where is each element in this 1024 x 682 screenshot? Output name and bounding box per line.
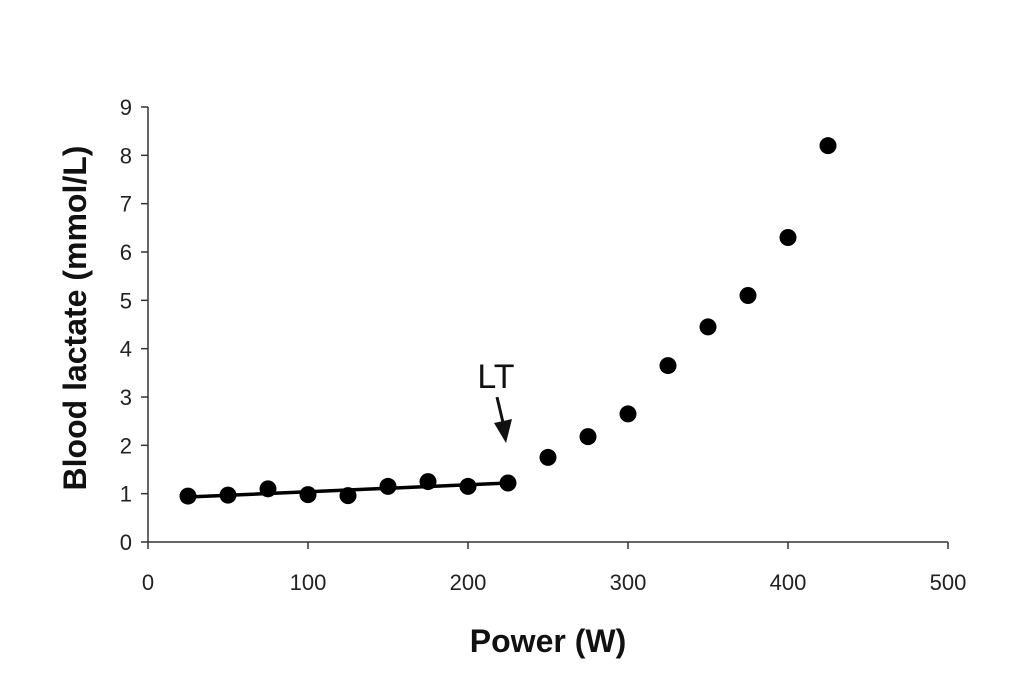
x-tick-label: 500 <box>930 570 967 595</box>
y-tick-label: 7 <box>120 192 132 217</box>
y-tick-label: 4 <box>120 337 132 362</box>
x-tick-label: 200 <box>450 570 487 595</box>
data-point <box>779 229 797 246</box>
data-point <box>219 486 237 504</box>
x-tick-label: 300 <box>610 570 647 595</box>
data-points <box>179 137 837 505</box>
axes <box>147 107 948 543</box>
data-point <box>179 487 197 505</box>
data-point <box>259 480 277 498</box>
data-point <box>499 474 517 492</box>
y-tick-label: 5 <box>120 288 132 313</box>
y-tick-label: 9 <box>120 95 132 120</box>
data-point <box>419 473 437 491</box>
y-tick-label: 6 <box>120 240 132 265</box>
y-tick-label: 2 <box>120 433 132 458</box>
data-point <box>659 357 677 375</box>
y-axis-title: Blood lactate (mmol/L) <box>57 146 93 491</box>
data-point <box>819 137 837 155</box>
y-tick-label: 3 <box>120 385 132 410</box>
data-point <box>619 405 637 423</box>
x-ticks: 0 100 200 300 400 500 <box>142 542 966 595</box>
data-point <box>379 477 397 495</box>
x-axis-title: Power (W) <box>470 623 626 659</box>
annotations: LT <box>477 358 515 444</box>
x-tick-label: 0 <box>142 570 154 595</box>
y-tick-label: 8 <box>120 143 132 168</box>
data-point <box>459 477 477 495</box>
y-tick-label: 0 <box>120 530 132 555</box>
data-point <box>299 486 317 504</box>
annotation-arrow-head <box>494 419 512 444</box>
data-point <box>539 448 557 466</box>
data-point <box>739 287 757 304</box>
data-point <box>579 428 597 446</box>
y-tick-label: 1 <box>120 482 132 507</box>
annotation-label: LT <box>477 358 514 396</box>
data-point <box>699 318 717 336</box>
data-point <box>339 487 357 505</box>
y-ticks: 0 1 2 3 4 5 6 7 8 9 <box>120 95 148 555</box>
x-tick-label: 400 <box>770 570 807 595</box>
x-tick-label: 100 <box>290 570 327 595</box>
